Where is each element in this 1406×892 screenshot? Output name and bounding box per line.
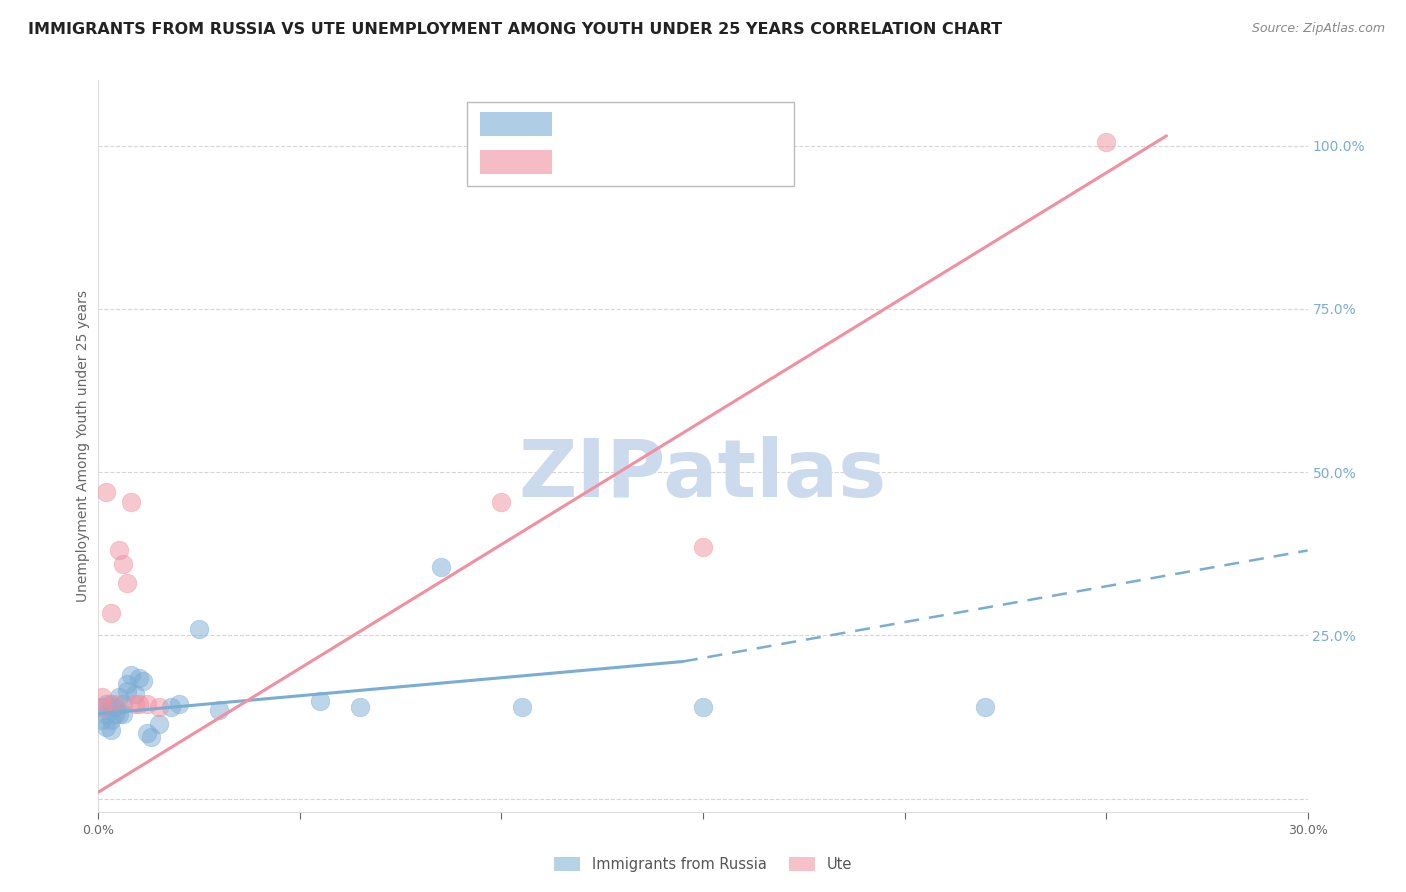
Point (132, 674, 155, 689)
Point (124, 697, 146, 711)
Point (96, 706, 118, 721)
Point (188, 622, 211, 636)
Point (115, 684, 138, 698)
Point (91, 700, 114, 714)
Point (135, 726, 157, 740)
Point (349, 700, 371, 714)
Point (100, 714, 122, 728)
Point (148, 716, 170, 731)
Point (100, 723, 122, 737)
Point (107, 543, 129, 558)
Point (491, 494, 513, 508)
Point (91, 700, 114, 714)
Legend: Immigrants from Russia, Ute: Immigrants from Russia, Ute (548, 851, 858, 878)
Point (1095, 136, 1118, 150)
Point (128, 671, 150, 685)
Point (309, 694, 332, 708)
Text: ZIPatlas: ZIPatlas (519, 436, 887, 515)
Point (124, 687, 146, 701)
Point (107, 690, 129, 705)
Point (120, 667, 142, 681)
Point (96, 697, 118, 711)
Point (139, 730, 162, 744)
Point (115, 576, 138, 591)
Point (160, 700, 183, 714)
Point (974, 700, 997, 714)
Point (107, 706, 129, 721)
Point (100, 606, 122, 620)
Point (91, 690, 114, 705)
Point (103, 700, 125, 714)
Point (100, 697, 122, 711)
Point (208, 704, 231, 718)
Point (96, 484, 118, 499)
Point (120, 494, 142, 508)
Point (128, 697, 150, 711)
Point (111, 706, 134, 721)
Text: IMMIGRANTS FROM RUSSIA VS UTE UNEMPLOYMENT AMONG YOUTH UNDER 25 YEARS CORRELATIO: IMMIGRANTS FROM RUSSIA VS UTE UNEMPLOYME… (28, 22, 1002, 37)
Point (692, 700, 714, 714)
Point (692, 540, 714, 554)
Point (91, 714, 114, 728)
Y-axis label: Unemployment Among Youth under 25 years: Unemployment Among Youth under 25 years (76, 290, 90, 602)
Point (103, 706, 125, 721)
Point (430, 559, 453, 574)
Point (148, 700, 170, 714)
Point (135, 697, 157, 711)
Point (510, 700, 533, 714)
Point (167, 697, 190, 711)
Point (115, 677, 138, 691)
Text: Source: ZipAtlas.com: Source: ZipAtlas.com (1251, 22, 1385, 36)
Point (111, 557, 134, 571)
Point (96, 720, 118, 734)
Point (103, 697, 125, 711)
Point (111, 697, 134, 711)
